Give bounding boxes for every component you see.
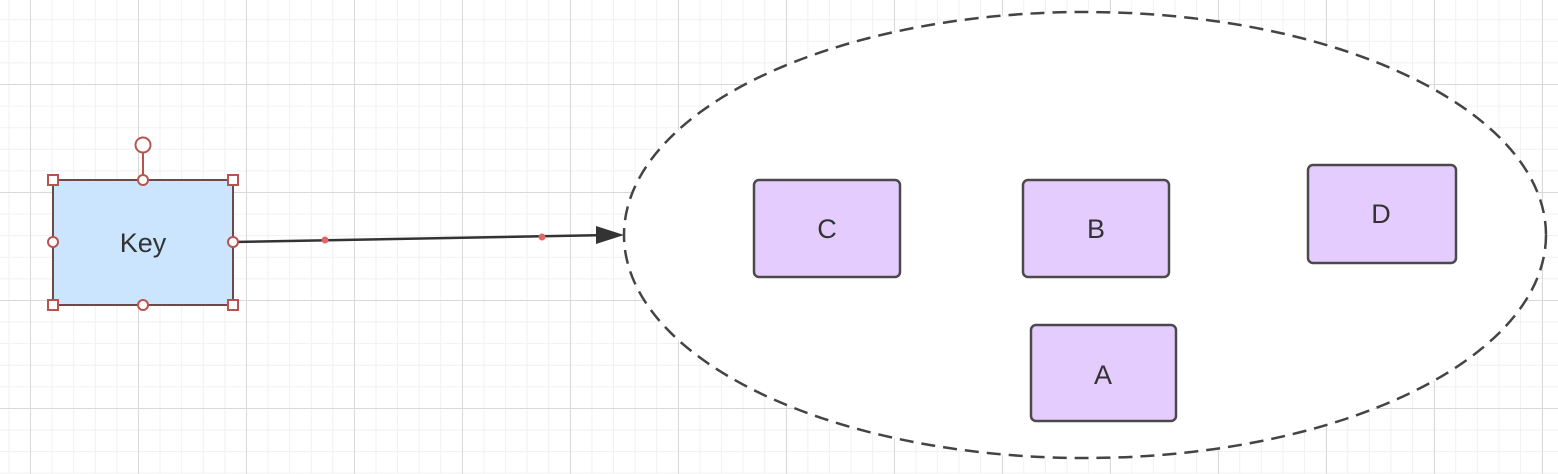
resize-handle-top-right[interactable]	[227, 174, 239, 186]
arrowhead-icon	[596, 226, 624, 244]
resize-handle-bottom-left[interactable]	[47, 299, 59, 311]
member-node-c[interactable]: C	[752, 178, 902, 279]
connect-handle-top[interactable]	[137, 174, 149, 186]
resize-handle-bottom-right[interactable]	[227, 299, 239, 311]
key-node-label: Key	[120, 228, 167, 258]
connect-handle-left[interactable]	[47, 236, 59, 248]
member-node-label: C	[817, 214, 837, 244]
member-node-a[interactable]: A	[1029, 323, 1178, 423]
member-node-d[interactable]: D	[1306, 163, 1458, 265]
member-node-label: A	[1094, 360, 1112, 390]
edge-key-to-set[interactable]	[232, 226, 624, 244]
member-node-b[interactable]: B	[1021, 178, 1171, 279]
connect-handle-right[interactable]	[227, 236, 239, 248]
rotate-handle-icon[interactable]	[134, 136, 152, 154]
edge-waypoint-handle[interactable]	[321, 236, 329, 244]
selection-handles[interactable]	[47, 136, 239, 311]
member-node-label: B	[1087, 214, 1105, 244]
edge-waypoint-handle[interactable]	[538, 233, 546, 241]
connect-handle-bottom[interactable]	[137, 299, 149, 311]
key-node[interactable]: Key	[52, 179, 234, 306]
member-node-label: D	[1371, 199, 1391, 229]
resize-handle-top-left[interactable]	[47, 174, 59, 186]
key-node-shape[interactable]	[52, 179, 234, 306]
